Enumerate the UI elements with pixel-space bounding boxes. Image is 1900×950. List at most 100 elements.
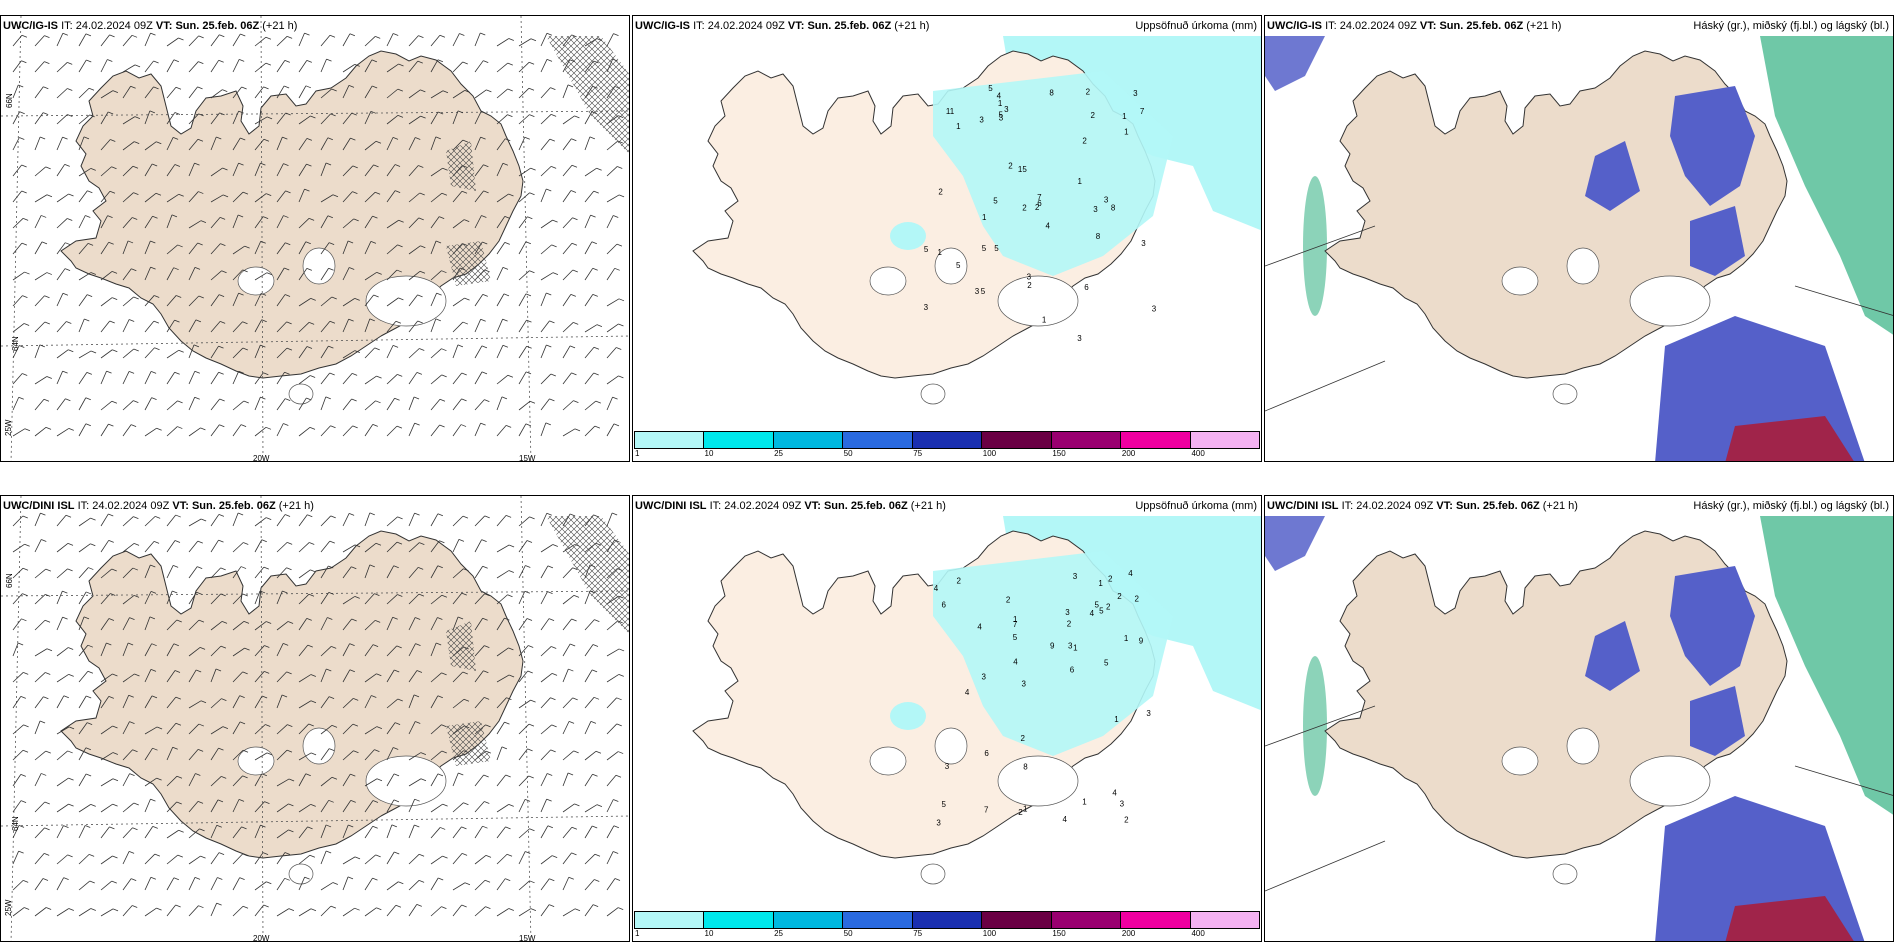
wind-barb: [518, 319, 532, 333]
wind-barb: [166, 164, 181, 177]
glacier-outline: [1552, 863, 1578, 885]
wind-barb: [254, 372, 269, 385]
wind-barb: [562, 294, 576, 307]
wind-barb: [474, 164, 489, 177]
wind-barb: [78, 87, 95, 99]
axis-label: 15W: [519, 934, 536, 942]
precip-value: 2: [1082, 136, 1087, 145]
wind-barb: [78, 372, 92, 385]
wind-barb: [562, 618, 577, 631]
wind-barb: [320, 724, 338, 735]
wind-barb: [496, 318, 508, 333]
it-label: IT:: [709, 500, 722, 512]
wind-barb: [78, 294, 93, 307]
precip-value: 7: [984, 805, 989, 814]
axis-label: 20W: [253, 934, 270, 942]
cloud-high-area: [1265, 36, 1325, 91]
wind-barb: [298, 268, 312, 281]
wind-barb: [254, 752, 273, 761]
wind-barb: [408, 217, 424, 229]
wind-barb: [144, 643, 157, 657]
wind-barb: [474, 32, 486, 47]
wind-barb: [232, 775, 248, 787]
wind-barb: [276, 778, 295, 787]
wind-barb: [56, 321, 72, 333]
precip-value: 4: [1112, 789, 1117, 798]
wind-barb: [562, 269, 578, 281]
grid-line: [520, 16, 532, 461]
wind-barb: [364, 854, 381, 865]
wind-barb: [540, 398, 555, 411]
colorbar-tick: 150: [1052, 449, 1066, 458]
wind-barb: [606, 851, 619, 865]
wind-barb: [34, 241, 48, 255]
wind-barb: [122, 141, 140, 151]
wind-barb: [56, 514, 72, 527]
wind-barb: [144, 32, 156, 47]
wind-barb: [408, 348, 425, 359]
wind-barb: [12, 880, 29, 891]
wind-barb: [452, 826, 467, 839]
wind-barb: [254, 162, 266, 177]
panel-field-title: Háský (gr.), miðský (fj.bl.) og lágský (…: [1693, 500, 1889, 512]
wind-barb: [276, 371, 290, 385]
wind-barb: [144, 397, 157, 411]
wind-barb: [430, 750, 447, 761]
wind-barb: [364, 907, 382, 917]
wind-barb: [12, 428, 31, 437]
wind-barb: [562, 115, 580, 125]
wind-barb: [100, 139, 116, 151]
wind-barb: [12, 345, 25, 359]
wind-barb: [540, 113, 557, 125]
wind-barb: [78, 242, 94, 255]
model-name: UWC/DINI ISL: [1267, 500, 1339, 512]
wind-barb: [408, 422, 420, 437]
vt-label: VT:: [804, 500, 821, 512]
model-name: UWC/DINI ISL: [3, 500, 75, 512]
wind-barb: [364, 240, 377, 255]
precip-value: 2: [1067, 620, 1072, 629]
vt-label: VT:: [172, 500, 189, 512]
precip-value: 8: [1023, 762, 1028, 771]
wind-barb: [606, 323, 624, 333]
wind-barb: [584, 750, 602, 761]
wind-barb: [56, 777, 74, 787]
wind-barb: [408, 137, 421, 151]
wind-barb: [606, 774, 622, 787]
wind-barb: [518, 400, 536, 411]
precip-value: 2: [1135, 594, 1140, 603]
wind-barb: [408, 643, 421, 657]
wind-barb: [430, 617, 443, 631]
wind-barb: [100, 349, 118, 359]
wind-barb: [584, 619, 600, 631]
wind-barb: [584, 167, 602, 177]
wind-barb: [122, 400, 139, 411]
wind-barb: [144, 798, 156, 813]
wind-barb: [232, 292, 244, 307]
wind-barb: [144, 266, 156, 281]
wind-barb: [12, 696, 26, 709]
precip-value: 4: [1063, 815, 1068, 824]
wind-map-svg: [1, 496, 629, 941]
precip-value: 3: [1146, 709, 1151, 718]
wind-barb: [342, 191, 358, 203]
wind-barb: [78, 591, 92, 605]
wind-barb: [144, 60, 159, 73]
wind-barb: [408, 903, 422, 917]
colorbar-swatch: [843, 912, 913, 928]
wind-barb: [452, 904, 467, 917]
wind-barb: [320, 372, 335, 385]
wind-barb: [320, 396, 331, 411]
wind-barb: [100, 908, 119, 917]
grid-line: [10, 16, 22, 461]
wind-barb: [298, 542, 315, 553]
wind-barb: [386, 397, 400, 411]
wind-barb: [210, 852, 225, 865]
wind-barb: [122, 851, 135, 865]
wind-barb: [298, 617, 312, 631]
wind-barb: [100, 696, 114, 709]
wind-barb: [254, 86, 269, 99]
wind-barb: [276, 347, 293, 359]
wind-barb: [254, 539, 267, 553]
